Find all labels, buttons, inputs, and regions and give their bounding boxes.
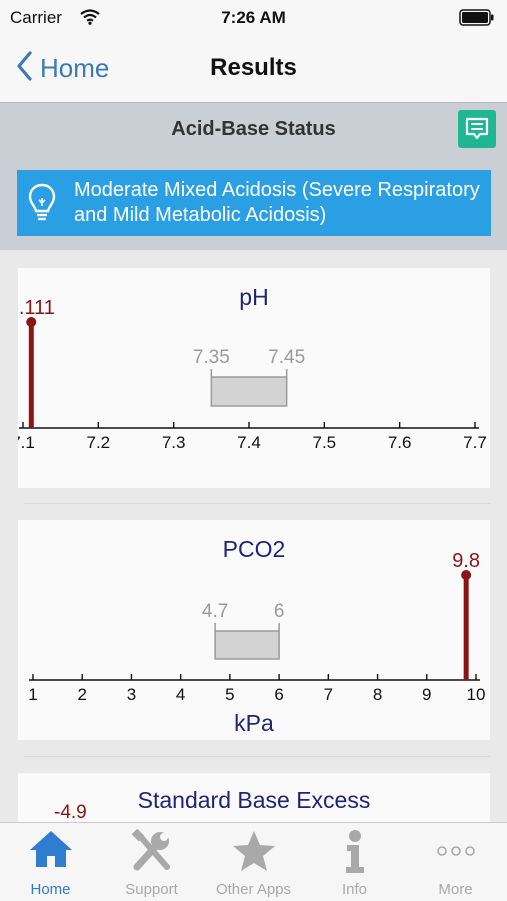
x-axis-tick-label: 7.4 — [237, 433, 261, 452]
comment-icon — [458, 117, 496, 152]
pco2-axis-label: kPa — [234, 710, 274, 736]
value-marker-dot — [461, 570, 472, 580]
chevron-left-icon — [16, 50, 32, 86]
x-axis-tick-label: 4 — [176, 685, 185, 704]
lightbulb-icon — [27, 182, 57, 231]
back-button[interactable]: Home — [16, 50, 109, 86]
status-bar: Carrier 7:26 AM — [0, 0, 507, 36]
carrier-label: Carrier — [10, 8, 62, 27]
x-axis-tick-label: 7.6 — [388, 433, 412, 452]
tab-home[interactable]: Home — [0, 823, 101, 901]
x-axis-tick-label: 8 — [373, 685, 382, 704]
status-time: 7:26 AM — [221, 8, 286, 27]
tab-more-label: More — [438, 881, 473, 898]
section-header: Acid-Base Status — [0, 103, 507, 157]
tab-support-label: Support — [125, 881, 178, 898]
value-marker-label: 9.8 — [452, 550, 480, 572]
navigation-bar: Home Results — [0, 36, 507, 103]
x-axis-tick-label: 1 — [28, 685, 37, 704]
x-axis-tick-label: 7.3 — [162, 433, 186, 452]
tab-support[interactable]: Support — [101, 823, 202, 901]
diagnosis-text: Moderate Mixed Acidosis (Severe Respirat… — [74, 179, 480, 226]
tab-info[interactable]: Info — [304, 823, 405, 901]
pco2-chart: 1 2 3 4 5 6 7 8 9 10 4.7 6 9.8 — [28, 550, 486, 704]
tab-other-apps-label: Other Apps — [215, 881, 292, 898]
x-axis-tick-label: 9 — [422, 685, 431, 704]
comment-button[interactable] — [458, 110, 496, 148]
x-axis-tick-label: 7.2 — [87, 433, 111, 452]
tab-more[interactable]: More — [405, 823, 506, 901]
x-axis-tick-label: 7.7 — [463, 433, 487, 452]
ph-chart-title: pH — [239, 284, 269, 310]
x-axis-tick-label: 7.5 — [313, 433, 337, 452]
base-excess-chart-title: Standard Base Excess — [137, 787, 371, 813]
x-axis-tick-label: 6 — [274, 685, 283, 704]
x-axis-tick-label: 2 — [77, 685, 86, 704]
normal-range-box — [214, 630, 280, 660]
base-excess-value-label: -4.9 — [54, 802, 87, 823]
tab-bar: Home Support Other Apps In — [0, 822, 507, 901]
value-marker-dot — [26, 317, 37, 327]
normal-range-low-label: 4.7 — [202, 601, 228, 622]
divider — [24, 756, 490, 757]
back-label: Home — [40, 52, 110, 83]
normal-range-box — [210, 376, 288, 407]
x-axis-tick-label: 7.1 — [18, 433, 35, 452]
tab-info-label: Info — [341, 881, 368, 898]
normal-range-high-label: 6 — [274, 601, 285, 622]
diagnosis-banner: Moderate Mixed Acidosis (Severe Respirat… — [17, 170, 491, 236]
tab-other-apps[interactable]: Other Apps — [203, 823, 304, 901]
pco2-chart-title: PCO2 — [222, 536, 286, 562]
x-axis-tick-label: 7 — [324, 685, 333, 704]
divider — [24, 503, 490, 504]
diagnosis-area: Moderate Mixed Acidosis (Severe Respirat… — [0, 157, 507, 250]
normal-range-high-label: 7.45 — [268, 347, 305, 368]
tab-home-label: Home — [30, 881, 71, 898]
wifi-icon — [80, 9, 100, 30]
x-axis-tick-label: 10 — [467, 685, 486, 704]
ph-chart-card: pH 7.1 7.2 7.3 7.4 7.5 7.6 7.7 7.35 7.45 7.111 — [18, 268, 490, 488]
battery-icon — [459, 9, 495, 31]
value-marker-label: 7.111 — [18, 297, 55, 319]
section-title: Acid-Base Status — [171, 118, 336, 140]
normal-range-low-label: 7.35 — [193, 347, 230, 368]
ph-chart: 7.1 7.2 7.3 7.4 7.5 7.6 7.7 7.35 7.45 7.111 — [18, 297, 487, 452]
page-title: Results — [210, 54, 297, 81]
x-axis-tick-label: 3 — [127, 685, 136, 704]
x-axis-tick-label: 5 — [225, 685, 234, 704]
pco2-chart-card: PCO2 kPa 1 2 3 4 5 6 7 8 9 10 4.7 6 9.8 — [18, 520, 490, 740]
